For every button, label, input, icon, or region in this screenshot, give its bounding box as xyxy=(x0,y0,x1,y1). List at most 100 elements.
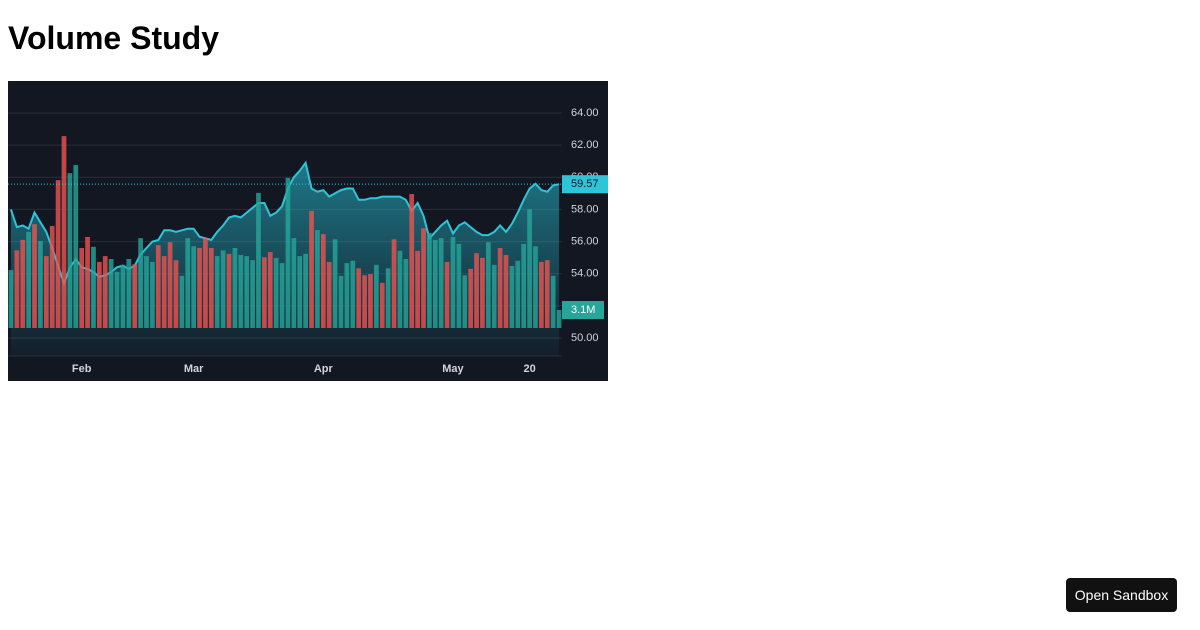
x-tick-label: May xyxy=(442,363,464,375)
volume-bar xyxy=(533,246,538,328)
volume-bar xyxy=(485,242,491,328)
volume-bar xyxy=(102,256,108,328)
volume-bar xyxy=(544,260,550,328)
volume-bar xyxy=(185,238,191,328)
volume-bar xyxy=(521,243,527,328)
x-tick-label: Apr xyxy=(314,363,334,375)
volume-bar xyxy=(91,246,96,328)
volume-bar xyxy=(462,275,468,328)
y-tick-label: 50.00 xyxy=(571,332,599,344)
y-tick-label: 64.00 xyxy=(571,107,599,119)
volume-bar xyxy=(144,256,149,328)
page-title: Volume Study xyxy=(8,20,219,56)
open-sandbox-button[interactable]: Open Sandbox xyxy=(1066,578,1177,612)
volume-bar xyxy=(315,230,320,328)
volume-bar xyxy=(332,239,338,328)
x-tick-label: Feb xyxy=(72,363,92,375)
volume-bar xyxy=(468,268,474,328)
volume-bar xyxy=(250,260,255,328)
volume-bar xyxy=(238,254,244,328)
volume-bar xyxy=(385,268,391,328)
y-tick-label: 62.00 xyxy=(571,139,599,151)
volume-bar xyxy=(497,247,503,328)
volume-bar xyxy=(138,238,143,328)
volume-bar xyxy=(391,239,397,328)
volume-bar xyxy=(303,253,308,328)
volume-bar xyxy=(32,224,37,328)
volume-bar xyxy=(120,264,126,328)
volume-bar xyxy=(114,271,120,328)
volume-bar xyxy=(256,192,261,328)
last-price-box xyxy=(562,175,608,194)
volume-bar xyxy=(232,247,238,328)
volume-bar xyxy=(450,236,456,328)
volume-bar xyxy=(509,265,515,328)
volume-bar xyxy=(214,256,220,328)
y-tick-label: 58.00 xyxy=(571,203,599,215)
volume-bar xyxy=(244,256,250,328)
volume-bar xyxy=(427,232,432,328)
volume-bar xyxy=(515,260,521,328)
volume-bar xyxy=(362,275,367,328)
volume-bar xyxy=(309,210,314,328)
volume-bar xyxy=(474,253,479,328)
volume-bar xyxy=(403,259,409,328)
last-volume-box xyxy=(562,301,604,320)
volume-bar xyxy=(197,247,202,328)
volume-bar xyxy=(297,256,303,328)
volume-bar xyxy=(55,180,61,328)
volume-bar xyxy=(38,241,43,328)
volume-bar xyxy=(150,261,155,328)
volume-bar xyxy=(67,173,73,328)
volume-bar xyxy=(79,247,85,328)
y-tick-label: 56.00 xyxy=(571,235,599,247)
volume-bar xyxy=(20,239,26,328)
volume-bar xyxy=(203,238,208,328)
volume-bar xyxy=(527,209,532,328)
volume-bar xyxy=(167,242,173,328)
volume-bar xyxy=(503,254,509,328)
volume-bar xyxy=(415,250,420,328)
volume-bar xyxy=(61,136,67,328)
volume-bar xyxy=(444,261,450,328)
volume-bar xyxy=(421,228,426,328)
volume-bar xyxy=(191,246,197,328)
volume-bar xyxy=(173,260,179,328)
chart: 50.0052.0054.0056.0058.0060.0062.0064.00… xyxy=(8,81,608,381)
volume-bar xyxy=(179,275,185,328)
volume-bar xyxy=(49,225,55,328)
x-tick-label: 20 xyxy=(523,363,535,375)
volume-bar xyxy=(208,247,214,328)
volume-bar xyxy=(344,263,350,328)
volume-bar xyxy=(432,239,438,328)
volume-bar xyxy=(539,261,544,328)
volume-bar xyxy=(409,194,415,328)
volume-bar xyxy=(96,261,102,328)
volume-bar xyxy=(43,256,49,328)
volume-bar xyxy=(267,252,273,328)
volume-bar xyxy=(456,243,462,328)
volume-bar xyxy=(8,270,14,328)
volume-bar xyxy=(155,245,161,328)
volume-bar xyxy=(368,274,373,328)
volume-bar xyxy=(320,234,326,328)
volume-bar xyxy=(273,257,279,328)
volume-bar xyxy=(480,257,485,328)
volume-bar xyxy=(438,238,444,328)
last-price-label: 59.57 xyxy=(571,178,599,190)
volume-bar xyxy=(226,253,232,328)
volume-bar xyxy=(279,263,285,328)
volume-bar xyxy=(356,268,362,328)
volume-bar xyxy=(350,260,356,328)
volume-bar xyxy=(220,250,226,328)
volume-bar xyxy=(397,250,403,328)
volume-bar xyxy=(126,259,132,328)
x-tick-label: Mar xyxy=(184,363,204,375)
volume-bar xyxy=(26,231,31,328)
volume-bar xyxy=(379,282,385,328)
volume-bar xyxy=(556,310,562,328)
volume-bar xyxy=(291,238,297,328)
volume-bar xyxy=(161,256,167,328)
volume-bar xyxy=(326,261,332,328)
